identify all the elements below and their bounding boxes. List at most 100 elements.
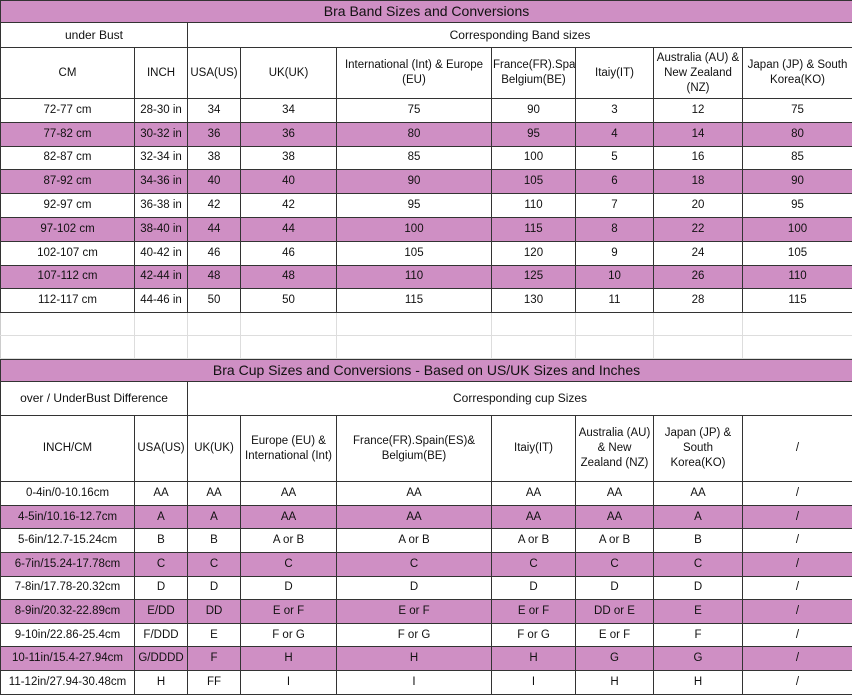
table-cell: 30-32 in — [134, 121, 188, 147]
table-cell: A — [187, 504, 241, 530]
table-cell: / — [741, 551, 852, 577]
table-row: 82-87 cm 32-34 in 38 38 85 100 5 16 85 — [0, 145, 852, 171]
table-cell: 72-77 cm — [0, 98, 135, 123]
table-cell: 7-8in/17.78-20.32cm — [0, 575, 135, 601]
table-cell: F or G — [336, 622, 492, 648]
table-cell: 90 — [491, 98, 576, 123]
table-cell: 75 — [741, 98, 852, 123]
table-cell: H — [134, 669, 188, 695]
table-cell: E/DD — [134, 599, 188, 624]
table-cell: 24 — [653, 240, 743, 266]
table-cell: 112-117 cm — [0, 288, 135, 314]
table-row: 102-107 cm 40-42 in 46 46 105 120 9 24 105 — [0, 240, 852, 266]
band-column-header: CM — [0, 47, 135, 99]
table-cell: 6 — [575, 169, 654, 195]
table-cell: 120 — [491, 240, 576, 266]
table-cell: 107-112 cm — [0, 264, 135, 290]
cup-column-header: France(FR).Spain(ES)& Belgium(BE) — [336, 415, 492, 483]
table-cell: / — [741, 599, 852, 624]
table-cell: 38 — [240, 145, 337, 171]
table-cell: 5-6in/12.7-15.24cm — [0, 528, 135, 553]
table-cell: AA — [240, 504, 337, 530]
band-column-header: Japan (JP) & South Korea(KO) — [741, 47, 852, 99]
table-row: 77-82 cm 30-32 in 36 36 80 95 4 14 80 — [0, 121, 852, 147]
table-cell: I — [240, 669, 337, 695]
table-cell: 11 — [575, 288, 654, 314]
table-cell: C — [336, 551, 492, 577]
table-cell: 28 — [653, 288, 743, 314]
table-cell: 10-11in/15.4-27.94cm — [0, 646, 135, 671]
table-cell: 42 — [187, 193, 241, 218]
cup-column-header: USA(US) — [134, 415, 188, 483]
table-cell: E or F — [336, 599, 492, 624]
table-cell: 100 — [336, 216, 492, 242]
table-cell: F or G — [491, 622, 576, 648]
table-cell: C — [187, 551, 241, 577]
table-cell: / — [741, 669, 852, 695]
table-cell: 92-97 cm — [0, 193, 135, 218]
table-cell: 38 — [187, 145, 241, 171]
table-cell: H — [575, 669, 654, 695]
table-cell: 34 — [240, 98, 337, 123]
table-cell: 14 — [653, 121, 743, 147]
table-cell: 110 — [336, 264, 492, 290]
table-cell: 115 — [336, 288, 492, 314]
table-cell: 8-9in/20.32-22.89cm — [0, 599, 135, 624]
band-sizes-header: Corresponding Band sizes — [186, 22, 852, 48]
table-cell: 6-7in/15.24-17.78cm — [0, 551, 135, 577]
table-cell: 125 — [491, 264, 576, 290]
table-cell: I — [491, 669, 576, 695]
table-cell: / — [741, 575, 852, 601]
table-cell: D — [491, 575, 576, 601]
table-cell: 46 — [187, 240, 241, 266]
table-cell: E or F — [575, 622, 654, 648]
table-cell: 85 — [336, 145, 492, 171]
table-cell: 42 — [240, 193, 337, 218]
cup-column-header: Europe (EU) & International (Int) — [240, 415, 337, 483]
table-cell: C — [240, 551, 337, 577]
table-row: 10-11in/15.4-27.94cm G/DDDD F H H H G G / — [0, 646, 852, 671]
table-cell: C — [491, 551, 576, 577]
table-cell: H — [336, 646, 492, 671]
table-cell: E — [187, 622, 241, 648]
table-cell: 48 — [240, 264, 337, 290]
table-cell: A — [653, 504, 743, 530]
table-cell: 80 — [336, 121, 492, 147]
table-row: 92-97 cm 36-38 in 42 42 95 110 7 20 95 — [0, 193, 852, 218]
table-row: 72-77 cm 28-30 in 34 34 75 90 3 12 75 — [0, 98, 852, 123]
cup-size-table: Bra Cup Sizes and Conversions - Based on… — [0, 359, 852, 695]
table-cell: 50 — [187, 288, 241, 314]
table-cell: I — [336, 669, 492, 695]
table-cell: 26 — [653, 264, 743, 290]
table-cell: 40-42 in — [134, 240, 188, 266]
table-row: 87-92 cm 34-36 in 40 40 90 105 6 18 90 — [0, 169, 852, 195]
cup-sizes-header: Corresponding cup Sizes — [186, 381, 852, 417]
table-cell: 130 — [491, 288, 576, 314]
table-cell: 9 — [575, 240, 654, 266]
cup-table-title: Bra Cup Sizes and Conversions - Based on… — [0, 359, 852, 383]
table-cell: B — [134, 528, 188, 553]
table-cell: DD — [187, 599, 241, 624]
table-cell: 44-46 in — [134, 288, 188, 314]
table-cell: 11-12in/27.94-30.48cm — [0, 669, 135, 695]
table-cell: 90 — [336, 169, 492, 195]
table-cell: 44 — [187, 216, 241, 242]
table-cell: F — [187, 646, 241, 671]
table-cell: 12 — [653, 98, 743, 123]
table-cell: 95 — [491, 121, 576, 147]
table-cell: 8 — [575, 216, 654, 242]
table-cell: 95 — [741, 193, 852, 218]
table-cell: / — [741, 622, 852, 648]
table-cell: C — [134, 551, 188, 577]
table-cell: D — [336, 575, 492, 601]
table-cell: 36-38 in — [134, 193, 188, 218]
table-cell: 110 — [491, 193, 576, 218]
table-cell: 100 — [741, 216, 852, 242]
table-cell: 16 — [653, 145, 743, 171]
table-cell: 48 — [187, 264, 241, 290]
table-cell: 32-34 in — [134, 145, 188, 171]
table-cell: E — [653, 599, 743, 624]
table-row: 97-102 cm 38-40 in 44 44 100 115 8 22 100 — [0, 216, 852, 242]
cup-column-header: Japan (JP) & South Korea(KO) — [653, 415, 743, 483]
